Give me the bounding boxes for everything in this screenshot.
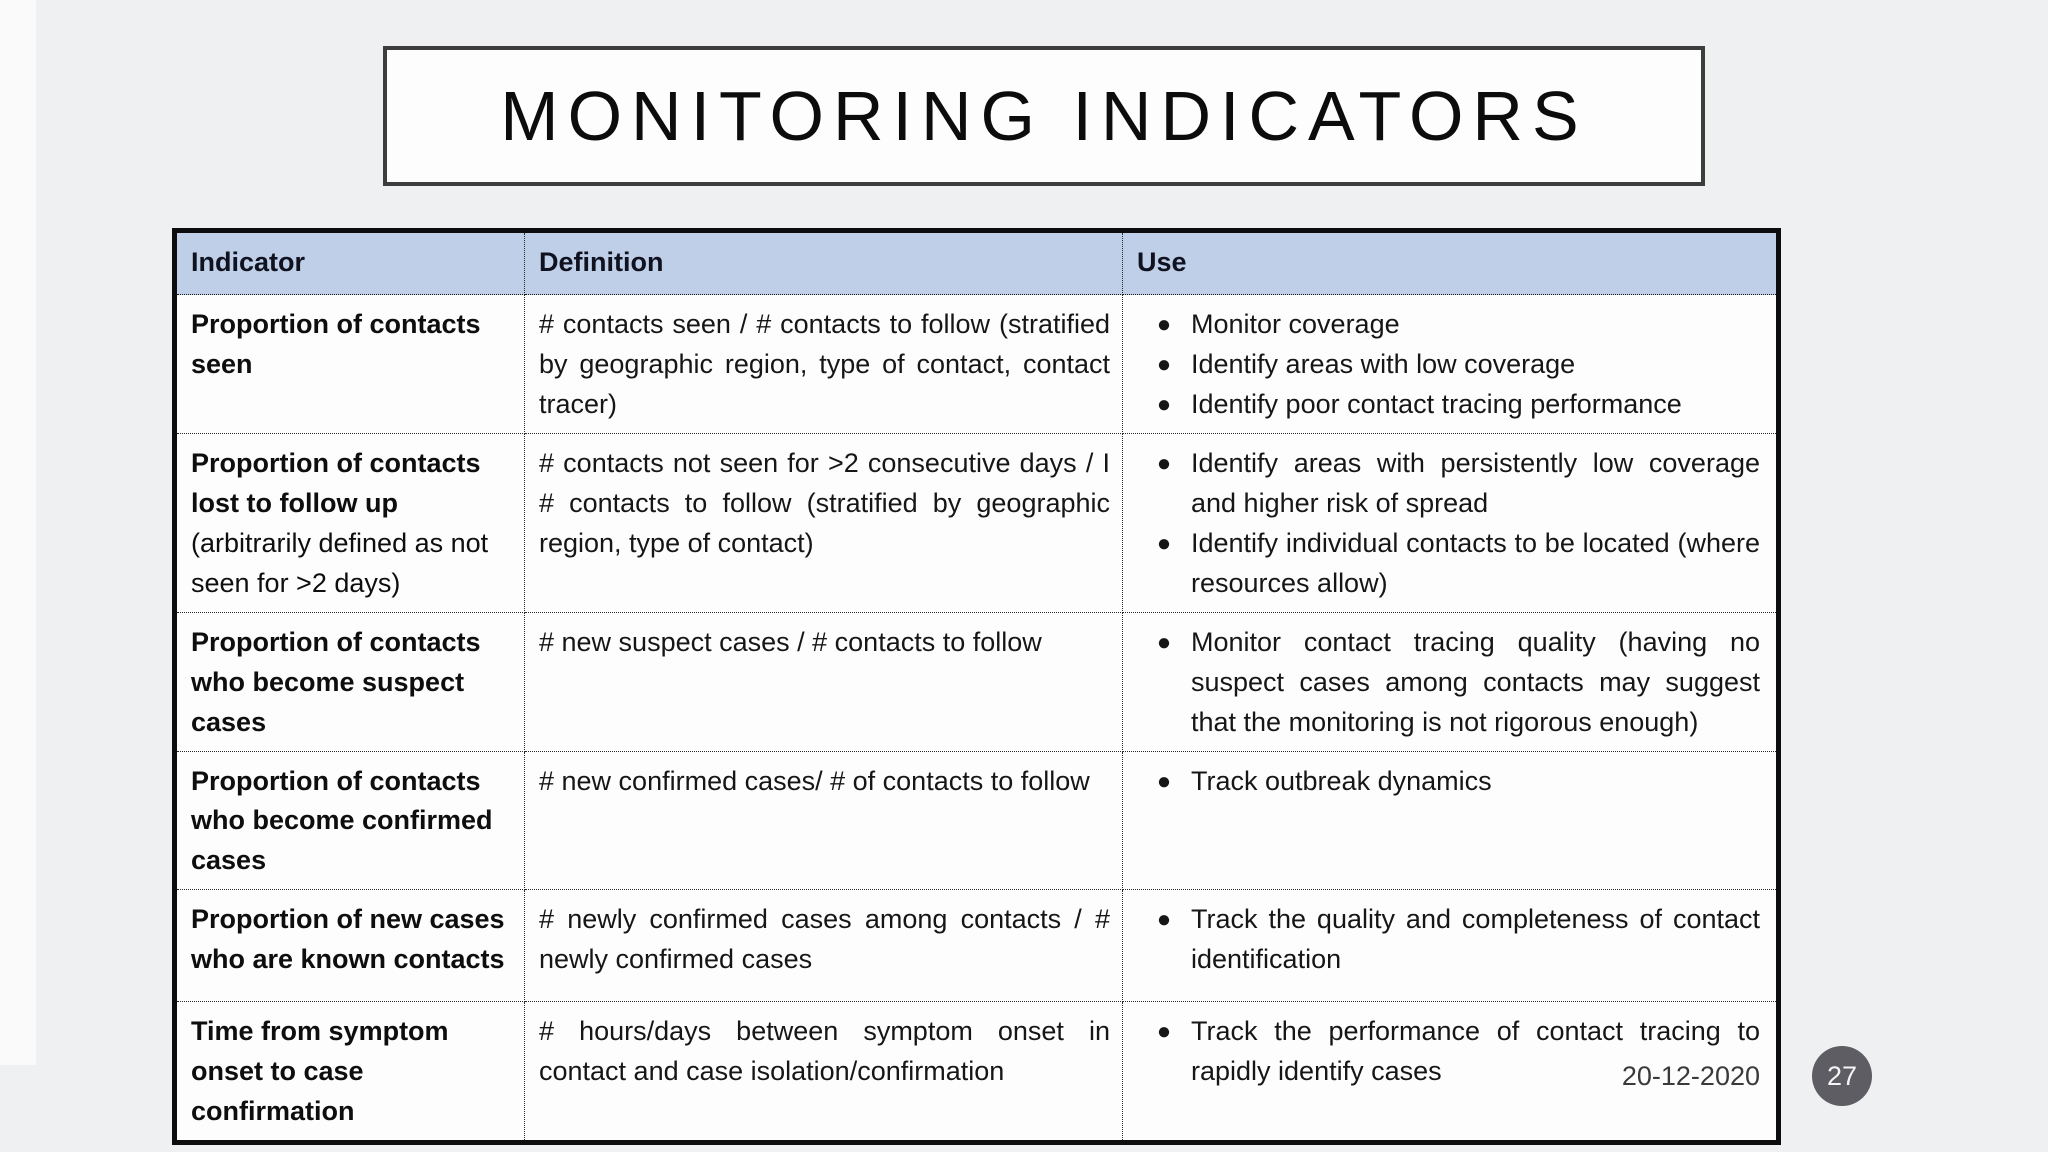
indicator-text: Proportion of new cases who are known co… (191, 904, 505, 975)
page-title: MONITORING INDICATORS (500, 77, 1588, 155)
slide-left-edge (0, 0, 36, 1065)
indicator-cell: Proportion of contacts lost to follow up… (174, 432, 525, 613)
footer-date: 20-12-2020 (1621, 1060, 1760, 1091)
indicator-text: Proportion of contacts seen (191, 309, 481, 379)
bullet-icon: ● (1156, 767, 1172, 795)
use-list-item: ● Identify areas with persistently low c… (1137, 444, 1764, 524)
bullet-icon: ● (1156, 390, 1172, 418)
indicator-text: Proportion of contacts who become suspec… (191, 626, 481, 737)
table-header-row: Indicator Definition Use (174, 230, 1779, 295)
indicator-cell: Proportion of contacts who become suspec… (174, 611, 525, 752)
bullet-icon: ● (1156, 628, 1172, 656)
use-list-item: ● Track outbreak dynamics (1137, 762, 1764, 802)
use-cell: ● Track the performance of contact traci… (1122, 1001, 1779, 1144)
table-row: Proportion of contacts lost to follow up… (174, 432, 1779, 613)
slide-footer: 20-12-2020 27 (1622, 1046, 1872, 1106)
column-header-definition: Definition (524, 230, 1123, 295)
definition-cell: # new suspect cases / # contacts to foll… (524, 611, 1123, 752)
use-list-item: ● Identify areas with low coverage (1137, 345, 1764, 385)
definition-cell: # contacts seen / # contacts to follow (… (524, 294, 1123, 434)
bullet-icon: ● (1156, 449, 1172, 477)
monitoring-indicators-table: Indicator Definition Use Proportion of c… (172, 228, 1781, 1146)
bullet-icon: ● (1156, 529, 1172, 557)
table-row: Proportion of new cases who are known co… (174, 889, 1779, 1003)
bullet-icon: ● (1156, 1018, 1172, 1046)
title-box: MONITORING INDICATORS (383, 46, 1705, 186)
table-row: Proportion of contacts seen # contacts s… (174, 294, 1779, 434)
indicator-text: Proportion of contacts who become confir… (191, 765, 493, 876)
table-row: Time from symptom onset to case confirma… (174, 1001, 1779, 1144)
use-cell: ● Track outbreak dynamics (1122, 750, 1779, 891)
use-list-item: ● Track the performance of contact traci… (1137, 1012, 1764, 1092)
definition-cell: # contacts not seen for >2 consecutive d… (524, 432, 1123, 613)
use-cell: ● Identify areas with persistently low c… (1122, 432, 1779, 613)
definition-cell: # hours/days between symptom onset in co… (524, 1001, 1123, 1144)
use-list-item: ● Monitor coverage (1137, 305, 1764, 345)
use-cell: ● Monitor coverage ● Identify areas with… (1122, 294, 1779, 434)
use-list-item: ● Identify individual contacts to be loc… (1137, 524, 1764, 604)
use-list-item: ● Identify poor contact tracing performa… (1137, 385, 1764, 425)
indicator-cell: Proportion of contacts who become confir… (174, 750, 525, 891)
use-cell: ● Track the quality and completeness of … (1122, 889, 1779, 1003)
column-header-use: Use (1122, 230, 1779, 295)
use-list-item: ● Monitor contact tracing quality (havin… (1137, 623, 1764, 743)
bullet-icon: ● (1156, 906, 1172, 934)
indicator-cell: Proportion of new cases who are known co… (174, 889, 525, 1003)
page-number-badge: 27 (1812, 1046, 1872, 1106)
definition-cell: # newly confirmed cases among contacts /… (524, 889, 1123, 1003)
table-row: Proportion of contacts who become confir… (174, 750, 1779, 891)
definition-cell: # new confirmed cases/ # of contacts to … (524, 750, 1123, 891)
use-cell: ● Monitor contact tracing quality (havin… (1122, 611, 1779, 752)
indicator-note: (arbitrarily defined as not seen for >2 … (191, 527, 489, 598)
indicator-cell: Proportion of contacts seen (174, 294, 525, 434)
column-header-indicator: Indicator (174, 230, 525, 295)
table-row: Proportion of contacts who become suspec… (174, 611, 1779, 752)
bullet-icon: ● (1156, 350, 1172, 378)
use-list-item: ● Track the quality and completeness of … (1137, 900, 1764, 980)
bullet-icon: ● (1156, 311, 1172, 338)
indicator-text: Proportion of contacts lost to follow up (191, 447, 481, 518)
indicator-text: Time from symptom onset to case confirma… (191, 1016, 449, 1127)
indicator-cell: Time from symptom onset to case confirma… (174, 1001, 525, 1144)
